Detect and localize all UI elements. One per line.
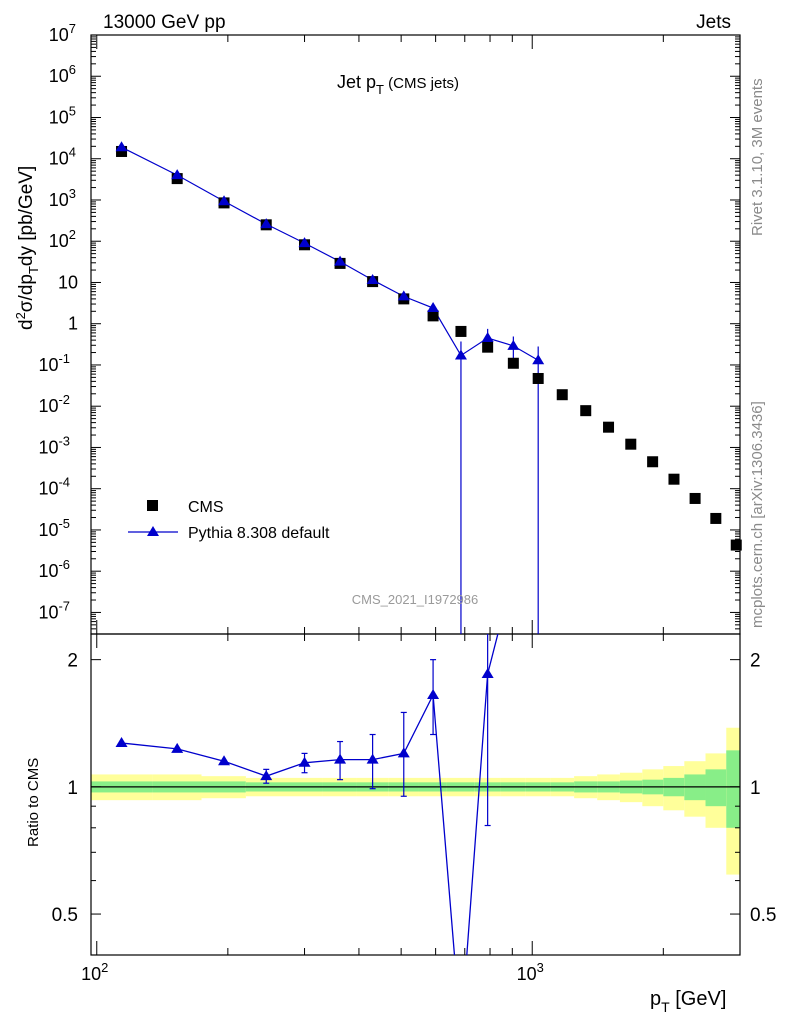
ratio-uncertainty-bands bbox=[91, 727, 740, 875]
main-y-tick-label: 106 bbox=[49, 62, 76, 86]
cms-point bbox=[482, 341, 494, 353]
pythia-point bbox=[334, 255, 347, 266]
main-y-tick-label: 10-7 bbox=[38, 598, 70, 622]
ratio-y-tick-label-right: 0.5 bbox=[750, 905, 776, 926]
cms-point bbox=[532, 372, 544, 384]
main-y-tick-label: 10-5 bbox=[38, 516, 70, 540]
header-right: Jets bbox=[696, 12, 731, 33]
main-y-tick-label: 10-2 bbox=[38, 392, 70, 416]
axis-tick-labels: 10710610510410310210110-110-210-310-410-… bbox=[38, 21, 776, 984]
ratio-point bbox=[218, 755, 231, 766]
cms-point bbox=[580, 405, 592, 417]
ratio-point bbox=[366, 753, 379, 764]
ratio-point bbox=[115, 736, 128, 747]
pythia-point bbox=[218, 195, 231, 206]
cms-point bbox=[507, 357, 519, 369]
pythia-point bbox=[298, 237, 311, 248]
x-tick-label: 102 bbox=[81, 960, 108, 984]
cms-point bbox=[556, 389, 568, 401]
main-plot-frame bbox=[90, 34, 741, 635]
pythia-line bbox=[121, 146, 539, 361]
main-y-axis-label: d2σ/dpTdy [pb/GeV] bbox=[13, 166, 41, 330]
legend-cms-marker bbox=[147, 500, 158, 511]
pythia-point bbox=[454, 349, 467, 360]
main-y-tick-label: 10-4 bbox=[38, 475, 70, 499]
ratio-y-axis-label: Ratio to CMS bbox=[25, 758, 42, 847]
ratio-point bbox=[260, 770, 273, 781]
cms-point bbox=[427, 310, 439, 322]
pythia-point bbox=[366, 273, 379, 284]
ratio-band-green bbox=[726, 750, 740, 828]
main-y-tick-label: 10-1 bbox=[38, 351, 70, 375]
data-series bbox=[115, 141, 742, 955]
ratio-point bbox=[171, 742, 184, 753]
cms-point bbox=[730, 539, 742, 551]
cms-point bbox=[689, 492, 701, 504]
chart-title: Jet pT (CMS jets) bbox=[337, 72, 459, 97]
legend-cms-label: CMS bbox=[188, 499, 224, 516]
pythia-point bbox=[260, 218, 273, 229]
ratio-y-tick-label-right: 2 bbox=[750, 651, 761, 672]
header-left: 13000 GeV pp bbox=[103, 12, 226, 33]
main-y-tick-label: 10-3 bbox=[38, 433, 70, 457]
x-tick-label: 103 bbox=[517, 960, 544, 984]
main-y-tick-label: 102 bbox=[49, 227, 76, 251]
pythia-point bbox=[397, 290, 410, 301]
main-y-tick-label: 105 bbox=[49, 103, 76, 127]
mcplots-label: mcplots.cern.ch [arXiv:1306.3436] bbox=[749, 401, 766, 628]
plot-frames bbox=[90, 34, 741, 956]
ratio-y-tick-label-left: 0.5 bbox=[52, 905, 78, 926]
ratio-point bbox=[298, 756, 311, 767]
cms-point bbox=[625, 438, 637, 450]
legend: CMS Pythia 8.308 default bbox=[128, 499, 330, 542]
ratio-line bbox=[121, 634, 499, 955]
ratio-point bbox=[427, 688, 440, 699]
ratio-y-tick-label-left: 2 bbox=[67, 651, 78, 672]
pythia-point bbox=[507, 339, 520, 350]
cms-point bbox=[647, 456, 659, 468]
main-y-tick-label: 104 bbox=[49, 145, 76, 169]
ratio-band-green bbox=[705, 769, 727, 807]
analysis-label: CMS_2021_I1972986 bbox=[352, 592, 479, 607]
main-y-tick-label: 103 bbox=[49, 186, 76, 210]
pythia-point bbox=[532, 354, 545, 365]
pythia-point bbox=[427, 302, 440, 313]
cms-point bbox=[668, 473, 680, 485]
main-y-tick-label: 107 bbox=[49, 21, 76, 45]
ratio-plot-frame bbox=[90, 633, 741, 956]
legend-pythia-label: Pythia 8.308 default bbox=[188, 525, 330, 542]
pythia-point bbox=[115, 141, 128, 152]
x-axis-label: pT [GeV] bbox=[650, 988, 726, 1015]
ratio-point bbox=[481, 667, 494, 678]
axis-ticks bbox=[91, 34, 741, 956]
cms-point bbox=[455, 325, 467, 337]
cms-point bbox=[603, 421, 615, 433]
main-y-tick-label: 10-6 bbox=[38, 557, 70, 581]
ratio-series bbox=[115, 634, 499, 955]
legend-pythia-marker bbox=[147, 526, 159, 536]
ratio-y-tick-label-left: 1 bbox=[67, 778, 78, 799]
rivet-label: Rivet 3.1.10, 3M events bbox=[749, 78, 766, 236]
cms-point bbox=[710, 512, 722, 524]
main-y-tick-label: 1 bbox=[68, 314, 78, 334]
pythia-point bbox=[171, 169, 184, 180]
main-y-tick-label: 10 bbox=[58, 272, 78, 292]
ratio-point bbox=[397, 747, 410, 758]
cms-point bbox=[116, 145, 128, 157]
ratio-y-tick-label-right: 1 bbox=[750, 778, 761, 799]
pythia-point bbox=[481, 332, 494, 343]
ratio-point bbox=[334, 753, 347, 764]
